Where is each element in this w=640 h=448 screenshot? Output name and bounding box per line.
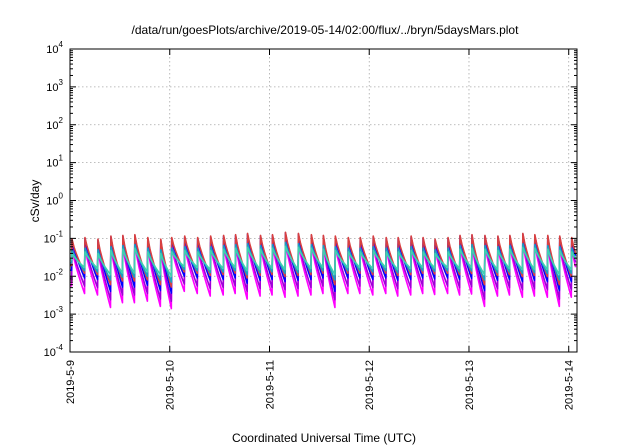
y-tick-base: 10 (46, 82, 58, 94)
y-tick-exponent: -3 (56, 305, 64, 314)
y-tick-base: 10 (44, 347, 56, 359)
x-tick-label: 2019-5-13 (464, 360, 476, 410)
y-tick-base: 10 (44, 271, 56, 283)
y-tick-label: 100 (46, 192, 63, 208)
x-tick-label: 2019-5-14 (564, 360, 576, 410)
y-tick-label: 101 (46, 154, 63, 170)
y-tick-exponent: -2 (56, 267, 64, 276)
y-tick-exponent: -4 (56, 343, 64, 352)
y-tick-exponent: -1 (56, 229, 64, 238)
y-tick-exponent: 3 (59, 78, 64, 87)
y-tick-label: 104 (46, 40, 63, 56)
series-layer (70, 231, 577, 310)
x-axis-label: Coordinated Universal Time (UTC) (232, 431, 416, 445)
grid-lines (70, 49, 577, 352)
y-axis-label: cSv/day (28, 180, 42, 223)
y-tick-label: 10-1 (44, 229, 64, 245)
chart-title: /data/run/goesPlots/archive/2019-05-14/0… (132, 23, 520, 37)
y-tick-exponent: 0 (59, 192, 64, 201)
y-tick-base: 10 (46, 44, 58, 56)
x-tick-label: 2019-5-12 (364, 360, 376, 410)
y-tick-base: 10 (46, 196, 58, 208)
y-tick-label: 102 (46, 116, 63, 132)
x-tick-label: 2019-5-10 (165, 360, 177, 410)
y-tick-base: 10 (46, 120, 58, 132)
y-tick-label: 103 (46, 78, 63, 94)
y-tick-label: 10-2 (44, 267, 64, 283)
y-tick-base: 10 (44, 309, 56, 321)
x-tick-label: 2019-5-11 (264, 360, 276, 409)
y-tick-label: 10-3 (44, 305, 64, 321)
y-tick-exponent: 1 (59, 154, 64, 163)
y-tick-base: 10 (46, 158, 58, 170)
y-tick-label: 10-4 (44, 343, 64, 359)
series-line (70, 245, 577, 278)
y-tick-exponent: 4 (59, 40, 64, 49)
y-tick-exponent: 2 (59, 116, 64, 125)
y-tick-base: 10 (44, 233, 56, 245)
x-tick-label: 2019-5-9 (65, 360, 77, 404)
